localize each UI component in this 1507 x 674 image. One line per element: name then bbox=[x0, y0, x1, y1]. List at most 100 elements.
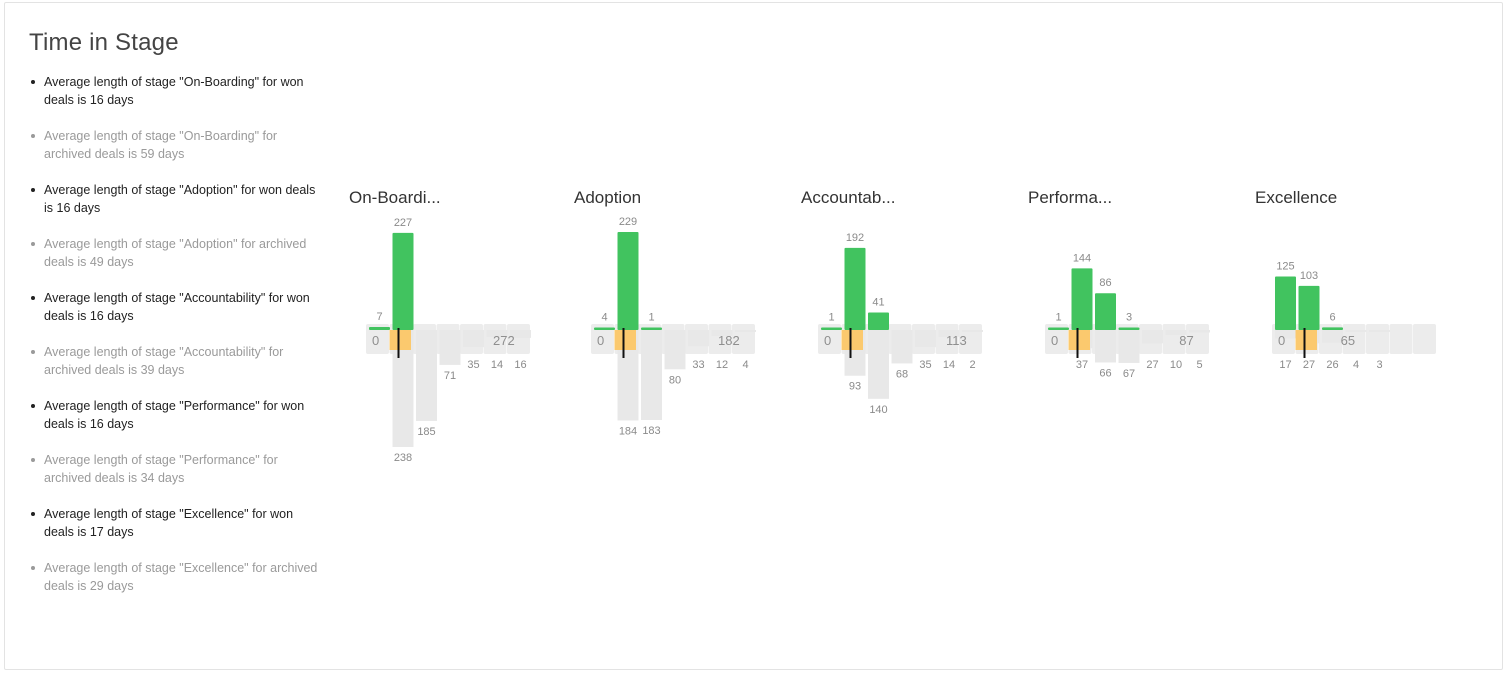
axis-max-label: 113 bbox=[946, 333, 967, 348]
won-value-label: 41 bbox=[872, 296, 884, 308]
archived-value-label: 184 bbox=[619, 425, 637, 437]
summary-item: Average length of stage "Adoption" for w… bbox=[29, 181, 319, 235]
won-bar bbox=[594, 327, 615, 330]
won-value-label: 7 bbox=[376, 311, 382, 323]
archived-value-label: 37 bbox=[1076, 359, 1088, 371]
archived-value-label: 67 bbox=[1123, 368, 1135, 380]
archived-value-label: 12 bbox=[716, 359, 728, 371]
archived-bar bbox=[439, 330, 461, 365]
won-bar bbox=[392, 232, 414, 330]
archived-value-label: 140 bbox=[869, 404, 887, 416]
summary-item: Average length of stage "On-Boarding" fo… bbox=[29, 73, 319, 127]
archived-value-label: 2 bbox=[969, 359, 975, 371]
axis-slot bbox=[818, 324, 841, 354]
archived-value-label: 5 bbox=[1196, 359, 1202, 371]
archived-bar bbox=[868, 330, 889, 399]
archived-bar bbox=[1275, 330, 1296, 339]
won-bar bbox=[617, 232, 639, 330]
archived-bar bbox=[735, 330, 756, 332]
archived-value-label: 4 bbox=[1353, 359, 1359, 371]
won-bar bbox=[1275, 276, 1296, 330]
won-bar bbox=[1298, 285, 1320, 330]
won-value-label: 227 bbox=[394, 217, 412, 229]
summary-item: Average length of stage "Accountability"… bbox=[29, 289, 319, 343]
axis-min-label: 0 bbox=[1051, 333, 1058, 348]
axis-min-label: 0 bbox=[1278, 333, 1285, 348]
archived-value-label: 35 bbox=[919, 359, 931, 371]
axis-max-label: 65 bbox=[1341, 333, 1355, 348]
axis-max-label: 87 bbox=[1179, 333, 1193, 348]
archived-bar bbox=[915, 330, 936, 348]
won-bar bbox=[1095, 293, 1116, 330]
average-marker bbox=[389, 330, 411, 350]
won-bar bbox=[844, 247, 866, 330]
average-marker bbox=[1068, 330, 1090, 350]
archived-bar bbox=[1142, 330, 1163, 344]
archived-value-label: 80 bbox=[669, 374, 681, 386]
archived-bar bbox=[641, 330, 662, 420]
archived-bar bbox=[463, 330, 484, 348]
archived-value-label: 185 bbox=[417, 426, 435, 438]
chart-title: Adoption bbox=[574, 188, 641, 207]
archived-value-label: 16 bbox=[514, 359, 526, 371]
archived-value-label: 27 bbox=[1303, 359, 1315, 371]
won-bar bbox=[868, 312, 889, 330]
archived-bar bbox=[938, 330, 960, 337]
won-value-label: 125 bbox=[1276, 261, 1294, 273]
archived-value-label: 68 bbox=[896, 368, 908, 380]
archived-value-label: 3 bbox=[1376, 359, 1382, 371]
won-bar bbox=[369, 327, 390, 330]
archived-bar bbox=[1369, 330, 1390, 332]
archived-bar bbox=[1165, 330, 1187, 335]
won-value-label: 192 bbox=[846, 232, 864, 244]
archived-bar bbox=[891, 330, 913, 364]
summary-item: Average length of stage "Performance" fo… bbox=[29, 397, 319, 451]
chart-title: On-Boardi... bbox=[349, 188, 441, 207]
archived-bar bbox=[1095, 330, 1116, 363]
archived-value-label: 26 bbox=[1326, 359, 1338, 371]
archived-bar bbox=[1189, 330, 1210, 333]
axis-slot bbox=[1366, 324, 1389, 354]
archived-value-label: 183 bbox=[642, 425, 660, 437]
axis-max-label: 182 bbox=[718, 333, 740, 348]
axis-slot bbox=[366, 324, 389, 354]
summary-item: Average length of stage "Adoption" for a… bbox=[29, 235, 319, 289]
summary-item: Average length of stage "Excellence" for… bbox=[29, 559, 319, 613]
axis-min-label: 0 bbox=[597, 333, 604, 348]
won-value-label: 3 bbox=[1126, 312, 1132, 324]
archived-bar bbox=[392, 330, 414, 447]
archived-bar bbox=[711, 330, 733, 336]
axis-max-label: 272 bbox=[493, 333, 515, 348]
won-bar bbox=[1322, 327, 1343, 330]
archived-value-label: 35 bbox=[467, 359, 479, 371]
archived-bar bbox=[1118, 330, 1140, 363]
archived-value-label: 66 bbox=[1099, 367, 1111, 379]
won-value-label: 1 bbox=[648, 312, 654, 324]
archived-bar bbox=[962, 330, 983, 332]
archived-value-label: 4 bbox=[742, 359, 748, 371]
axis-slot bbox=[591, 324, 614, 354]
archived-value-label: 71 bbox=[444, 370, 456, 382]
chart-title: Accountab... bbox=[801, 188, 896, 207]
archived-bar bbox=[688, 330, 709, 347]
won-bar bbox=[641, 327, 662, 330]
archived-bar bbox=[664, 330, 686, 370]
average-marker bbox=[841, 330, 863, 350]
summary-item: Average length of stage "On-Boarding" fo… bbox=[29, 127, 319, 181]
summary-item: Average length of stage "Accountability"… bbox=[29, 343, 319, 397]
archived-value-label: 14 bbox=[943, 359, 955, 371]
stage-summary-list: Average length of stage "On-Boarding" fo… bbox=[29, 73, 319, 613]
won-bar bbox=[821, 327, 842, 330]
won-value-label: 144 bbox=[1073, 252, 1091, 264]
archived-bar bbox=[1345, 330, 1367, 332]
archived-value-label: 17 bbox=[1279, 359, 1291, 371]
won-bar bbox=[1071, 268, 1093, 330]
average-marker bbox=[614, 330, 636, 350]
time-in-stage-panel: Time in Stage Average length of stage "O… bbox=[4, 2, 1503, 670]
won-bar bbox=[1048, 327, 1069, 330]
won-value-label: 4 bbox=[601, 312, 607, 324]
archived-value-label: 27 bbox=[1146, 359, 1158, 371]
archived-value-label: 33 bbox=[692, 359, 704, 371]
archived-value-label: 10 bbox=[1170, 359, 1182, 371]
